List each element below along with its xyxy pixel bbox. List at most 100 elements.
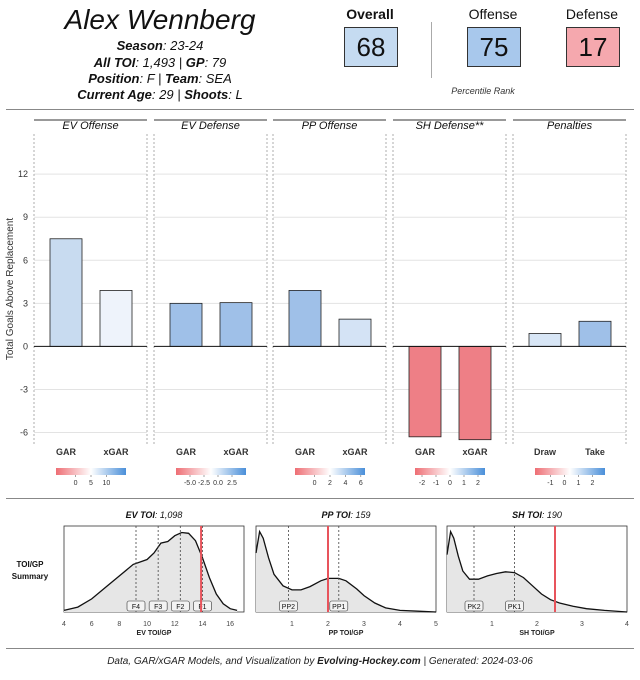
panel-title-value: : 1,098 xyxy=(155,510,183,520)
marker-label: F1 xyxy=(198,604,206,611)
toi-panel: PP TOI: 159 PP2 PP1 1 2 3 4 5 PP TOI/GP xyxy=(255,510,438,637)
legend-tick-label: 10 xyxy=(103,480,111,487)
bar xyxy=(408,346,442,438)
season-label: Season xyxy=(116,38,163,53)
position-label: Position xyxy=(88,71,140,86)
legend-tick-label: 1 xyxy=(576,480,580,487)
team-label: Team xyxy=(165,71,199,86)
legend-tick-label: 2 xyxy=(590,480,594,487)
marker-label: F2 xyxy=(176,604,184,611)
x-tick-label: xGAR xyxy=(103,447,129,457)
panel-title: SH Defense** xyxy=(416,120,485,132)
legend-tick-label: 2 xyxy=(476,480,480,487)
marker-label: PK1 xyxy=(508,604,521,611)
panel-title: PP Offense xyxy=(302,120,358,132)
x-tick-label: GAR xyxy=(415,447,436,457)
density-area xyxy=(447,531,627,612)
marker-label-box xyxy=(329,600,349,612)
x-tick-label: xGAR xyxy=(342,447,368,457)
x-axis-label: SH TOI/GP xyxy=(519,630,555,637)
bar xyxy=(49,238,83,347)
gar-panel: PP Offense GAR xGAR 0 2 4 6 xyxy=(272,119,387,487)
marker-label: F3 xyxy=(154,604,162,611)
x-tick-label: xGAR xyxy=(462,447,488,457)
offense-score-box: 75 xyxy=(467,27,521,67)
legend-color-bar xyxy=(295,468,365,475)
bar xyxy=(338,318,372,347)
header-divider xyxy=(6,109,634,110)
x-tick-label: 5 xyxy=(434,621,438,628)
legend-tick-label: -2.5 xyxy=(198,480,210,487)
y-tick-label: -6 xyxy=(20,428,28,438)
legend-tick-label: 0 xyxy=(562,480,566,487)
offense-label: Offense xyxy=(468,6,518,22)
x-tick-label: GAR xyxy=(56,447,77,457)
shoots-label: Shoots xyxy=(184,87,229,102)
panel-title: EV Defense xyxy=(181,120,240,132)
legend-tick-label: 5 xyxy=(89,480,93,487)
legend-tick-label: 0 xyxy=(313,480,317,487)
toi-value: : 1,493 | xyxy=(135,55,186,70)
panel-title: EV TOI: 1,098 xyxy=(126,510,183,520)
legend-tick-label: -2 xyxy=(419,480,425,487)
x-axis-label: EV TOI/GP xyxy=(137,630,172,637)
x-tick-label: 1 xyxy=(490,621,494,628)
marker-label-box xyxy=(279,600,298,612)
legend-tick-label: 4 xyxy=(343,480,347,487)
marker-label: F4 xyxy=(132,604,140,611)
bar xyxy=(288,290,322,347)
panel-title: PP TOI: 159 xyxy=(321,510,370,520)
legend-tick-label: -5.0 xyxy=(184,480,196,487)
marker-label-box xyxy=(193,600,212,612)
gar-panel: EV Defense GAR xGAR -5.0 -2.5 0.0 2.5 xyxy=(153,119,268,487)
x-tick-label: xGAR xyxy=(223,447,249,457)
legend-tick-label: 0 xyxy=(448,480,452,487)
toi-panel: SH TOI: 190 PK2 PK1 1 2 3 4 SH TOI/GP xyxy=(446,510,629,637)
toi-line: All TOI: 1,493 | GP: 79 xyxy=(20,55,300,70)
marker-label-box xyxy=(505,600,524,612)
panel-title-value: : 190 xyxy=(542,510,562,520)
gar-bar-chart: Total Goals Above Replacement-6-3036912E… xyxy=(5,119,627,487)
x-tick-label: 2 xyxy=(326,621,330,628)
density-curve xyxy=(255,529,437,613)
legend-tick-label: 2.5 xyxy=(227,480,237,487)
density-curve xyxy=(63,531,238,612)
section-divider xyxy=(6,498,634,499)
age-label: Current Age xyxy=(77,87,152,102)
season-line: Season: 23-24 xyxy=(20,38,300,53)
gar-panel: SH Defense** GAR xGAR -2 -1 0 1 2 xyxy=(392,119,507,487)
legend-color-bar xyxy=(535,468,605,475)
age-line: Current Age: 29 | Shoots: L xyxy=(20,87,300,102)
bar xyxy=(528,333,562,347)
panel-title: EV Offense xyxy=(62,120,118,132)
row-label-line-1: TOI/GP xyxy=(17,560,45,569)
age-value: : 29 | xyxy=(151,87,185,102)
panel-title-label: PP TOI xyxy=(321,510,351,520)
score-divider xyxy=(431,22,432,78)
x-tick-label: 12 xyxy=(171,621,179,628)
x-tick-label: 4 xyxy=(62,621,66,628)
gp-value: : 79 xyxy=(204,55,227,70)
toi-density-chart: TOI/GP Summary EV TOI: 1,098 F4 F3 F2 F1 4 6 8 10 1… xyxy=(12,510,629,637)
marker-label: PP2 xyxy=(282,604,295,611)
y-tick-label: 0 xyxy=(23,341,28,351)
toi-label: All TOI xyxy=(93,55,136,70)
season-value: : 23-24 xyxy=(162,38,204,53)
panel-title-label: SH TOI xyxy=(512,510,542,520)
bar xyxy=(169,302,203,347)
row-label-line-2: Summary xyxy=(12,572,49,581)
x-tick-label: 3 xyxy=(362,621,366,628)
legend-tick-label: 6 xyxy=(359,480,363,487)
legend-color-bar xyxy=(56,468,126,475)
footer-divider xyxy=(6,648,634,649)
density-area xyxy=(256,531,436,612)
gar-panel: Penalties Draw Take -1 0 1 2 xyxy=(512,119,627,487)
y-tick-label: 3 xyxy=(23,298,28,308)
x-tick-label: 8 xyxy=(117,621,121,628)
bar xyxy=(458,346,492,441)
position-value: : F | xyxy=(139,71,166,86)
footer-suffix: | Generated: 2024-03-06 xyxy=(420,656,533,667)
team-value: : SEA xyxy=(198,71,232,86)
legend-tick-label: 1 xyxy=(462,480,466,487)
x-tick-label: Take xyxy=(585,447,605,457)
